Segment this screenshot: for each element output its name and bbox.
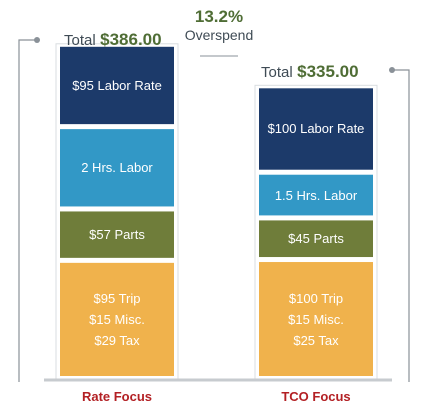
bar-segment-other-tco-focus bbox=[259, 262, 373, 376]
bracket-left bbox=[18, 39, 37, 382]
total-rate-focus: Total $386.00 bbox=[64, 30, 162, 50]
bar-segment-labor-rate-tco-focus bbox=[259, 88, 373, 170]
bar-segment-parts-rate-focus bbox=[60, 211, 174, 258]
total-value-tco-focus: $335.00 bbox=[297, 62, 359, 81]
bracket-right-dot bbox=[389, 67, 395, 73]
total-tco-focus: Total $335.00 bbox=[261, 62, 359, 82]
bracket-left-dot bbox=[34, 37, 40, 43]
bracket-right bbox=[392, 69, 410, 382]
category-label-tco-focus: TCO Focus bbox=[281, 389, 351, 404]
overspend-percent: 13.2% bbox=[194, 7, 244, 26]
bar-segment-labor-rate-rate-focus bbox=[60, 46, 174, 125]
bar-segment-other-rate-focus bbox=[60, 262, 174, 376]
total-label-tco-focus: Total bbox=[261, 64, 293, 81]
category-label-rate-focus: Rate Focus bbox=[81, 389, 153, 404]
total-value-rate-focus: $386.00 bbox=[100, 30, 162, 49]
bar-segment-labor-hours-rate-focus bbox=[60, 129, 174, 207]
overspend-label: Overspend bbox=[184, 27, 254, 43]
bar-segment-parts-tco-focus bbox=[259, 220, 373, 258]
bar-segment-labor-hours-tco-focus bbox=[259, 174, 373, 216]
total-label-rate-focus: Total bbox=[64, 32, 96, 49]
